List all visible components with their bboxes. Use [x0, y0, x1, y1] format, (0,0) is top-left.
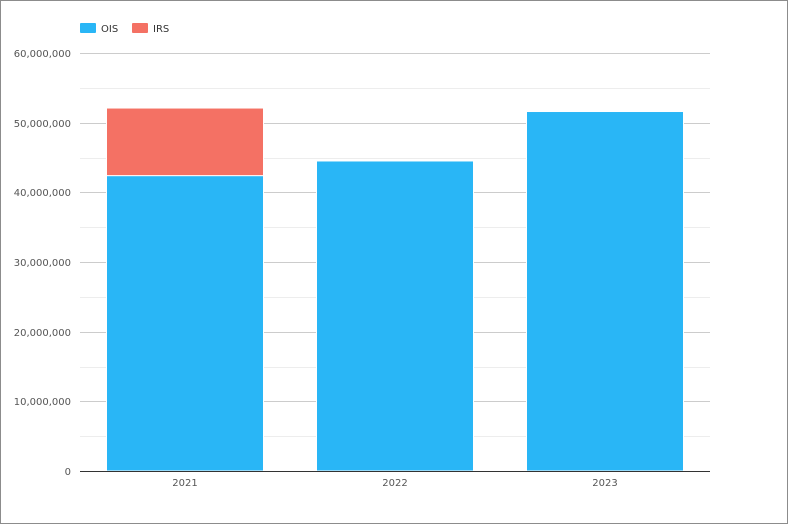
y-tick-label: 20,000,000	[14, 328, 71, 339]
bars	[106, 107, 684, 472]
x-tick-label: 2022	[382, 478, 407, 489]
legend-swatch-ois	[80, 23, 96, 33]
legend-swatch-irs	[132, 23, 148, 33]
y-tick-label: 50,000,000	[14, 119, 71, 130]
y-axis: 0 10,000,000 20,000,000 30,000,000 40,000,00…	[14, 49, 71, 478]
y-tick-label: 40,000,000	[14, 188, 71, 199]
legend-label-ois: OIS	[101, 24, 118, 35]
x-axis: 2021 2022 2023	[80, 471, 710, 489]
legend-label-irs: IRS	[153, 24, 169, 35]
legend: OIS IRS	[80, 23, 169, 35]
x-tick-label: 2021	[172, 478, 197, 489]
bar-ois-2022	[316, 160, 474, 472]
x-tick-label: 2023	[592, 478, 617, 489]
bar-ois-2021	[106, 175, 264, 472]
y-tick-label: 30,000,000	[14, 258, 71, 269]
bar-ois-2023	[526, 111, 684, 472]
bar-irs-2021	[106, 107, 264, 177]
y-tick-label: 60,000,000	[14, 49, 71, 60]
y-tick-label: 10,000,000	[14, 397, 71, 408]
y-tick-label: 0	[65, 467, 71, 478]
